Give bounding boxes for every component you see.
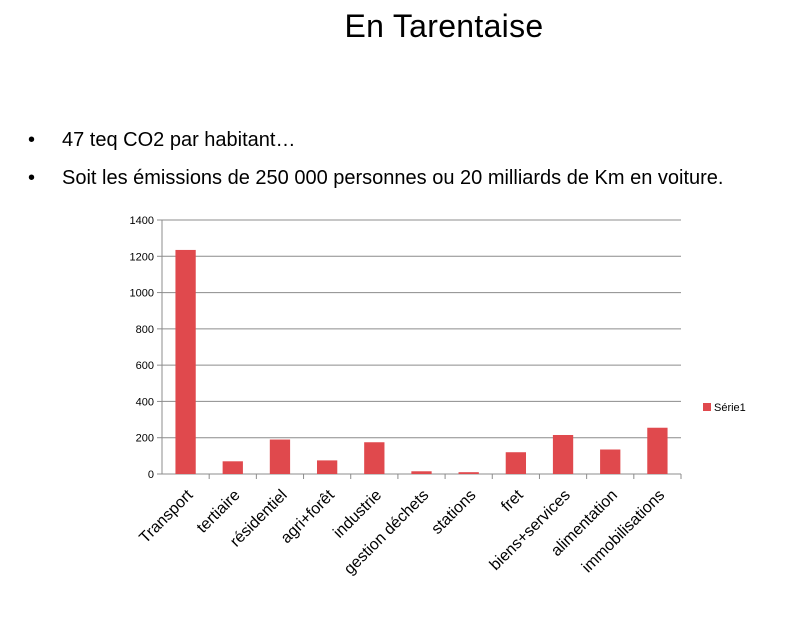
y-tick-label: 1200: [130, 251, 154, 263]
x-tick-label: stations: [428, 487, 479, 538]
bullet-text: 47 teq CO2 par habitant…: [62, 129, 296, 151]
x-tick-label: gestion déchets: [341, 487, 432, 578]
y-tick-label: 800: [136, 324, 154, 336]
bar: [505, 452, 527, 474]
bar: [600, 449, 621, 474]
legend-swatch: [703, 403, 711, 411]
y-tick-label: 0: [148, 469, 154, 481]
bar: [316, 460, 338, 474]
bar: [175, 249, 196, 474]
bar: [647, 427, 668, 474]
bullet-item: • 47 teq CO2 par habitant…: [28, 124, 723, 162]
legend-label: Série1: [714, 402, 746, 414]
y-tick-label: 1000: [130, 288, 154, 300]
x-tick-label: fret: [498, 486, 527, 515]
y-tick-label: 1400: [130, 215, 154, 227]
bar: [222, 461, 243, 474]
bar: [364, 442, 385, 474]
bar: [411, 471, 432, 474]
bullet-text: Soit les émissions de 250 000 personnes …: [62, 167, 724, 189]
y-tick-label: 200: [136, 433, 154, 445]
bullet-dot-icon: •: [28, 167, 36, 189]
slide-title: En Tarentaise: [344, 8, 544, 44]
y-tick-label: 400: [136, 396, 154, 408]
x-tick-label: biens+services: [487, 487, 574, 574]
y-tick-label: 600: [136, 360, 154, 372]
bullet-item: • Soit les émissions de 250 000 personne…: [28, 162, 723, 200]
bullet-list: • 47 teq CO2 par habitant… • Soit les ém…: [28, 124, 723, 200]
bar-chart: 0200400600800100012001400Transporttertia…: [130, 215, 746, 578]
bullet-dot-icon: •: [28, 129, 36, 151]
x-tick-label: immobilisations: [579, 487, 668, 576]
bar: [552, 434, 574, 474]
bar: [458, 472, 479, 474]
bar: [269, 439, 291, 474]
x-tick-label: Transport: [136, 486, 196, 546]
